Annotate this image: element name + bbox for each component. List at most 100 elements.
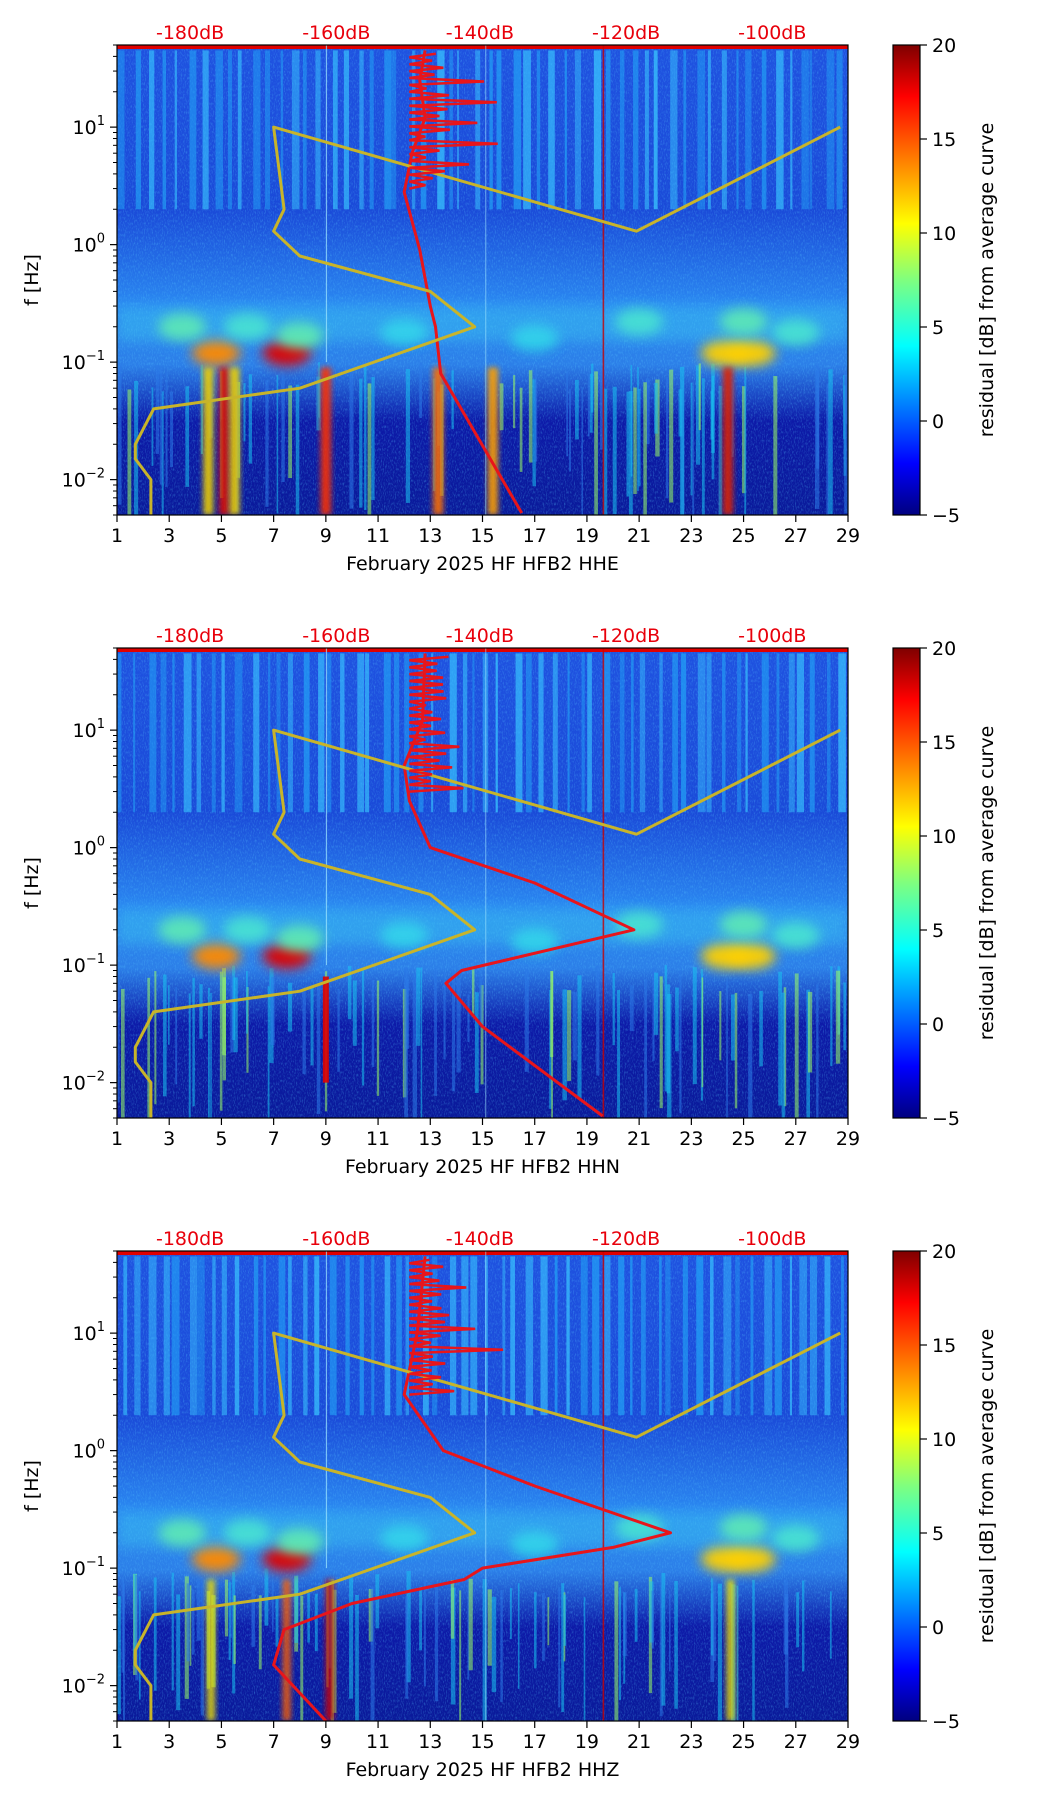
noise-streak <box>185 386 190 487</box>
x-tick-label: 11 <box>366 1128 390 1150</box>
noise-streak <box>189 1585 192 1666</box>
noise-streak <box>472 653 475 813</box>
y-tick-base: 10 <box>62 1558 86 1580</box>
noise-streak <box>172 653 175 813</box>
noise-streak <box>513 375 516 429</box>
noise-streak <box>594 371 598 515</box>
noise-streak <box>291 50 300 210</box>
x-tick-label: 21 <box>627 525 651 547</box>
event-streak <box>325 1579 334 1721</box>
noise-model-curve <box>133 125 841 515</box>
noise-streak <box>170 391 174 468</box>
db-scale-label: -120dB <box>592 1228 660 1250</box>
noise-streak <box>197 1256 205 1416</box>
x-tick-label: 17 <box>523 1128 547 1150</box>
noise-streak <box>790 50 793 210</box>
top-artifact-line <box>117 1251 848 1255</box>
x-tick-label: 7 <box>268 525 280 547</box>
noise-streak <box>230 975 234 1053</box>
noise-streak <box>211 653 216 813</box>
noise-streak <box>200 364 204 454</box>
noise-streak <box>370 1586 375 1721</box>
noise-streak <box>710 1256 714 1416</box>
noise-streak <box>554 1256 558 1416</box>
y-tick-base: 10 <box>73 117 97 139</box>
y-tick-label: 101 <box>73 114 105 139</box>
noise-streak <box>637 367 639 491</box>
colorbar <box>892 647 921 1119</box>
noise-streak <box>227 50 232 210</box>
x-axis-label: February 2025 HF HFB2 HHE <box>346 553 619 575</box>
x-tick-label: 15 <box>470 525 494 547</box>
noise-streak <box>287 982 293 1032</box>
noise-streak <box>196 653 202 813</box>
db-scale-label: -140dB <box>446 22 514 44</box>
noise-streak <box>752 1579 755 1721</box>
noise-streak <box>148 1256 157 1416</box>
noise-streak <box>420 967 423 1118</box>
event-streak <box>282 1579 291 1721</box>
noise-streak <box>603 653 611 813</box>
noise-streak <box>281 368 285 483</box>
noise-streak <box>495 653 498 813</box>
noise-streak <box>332 50 338 210</box>
y-tick-label: 100 <box>73 232 105 257</box>
noise-streak <box>623 1592 627 1657</box>
noise-streak <box>524 969 529 1072</box>
noise-streak <box>117 979 120 1103</box>
x-tick-label: 1 <box>111 525 123 547</box>
noise-streak <box>161 391 164 515</box>
noise-streak <box>228 1582 231 1661</box>
noise-streak <box>583 1597 586 1721</box>
noise-streak <box>603 388 608 515</box>
noise-streak <box>643 382 647 515</box>
noise-streak <box>123 1256 128 1416</box>
noise-streak <box>208 987 210 1118</box>
noise-streak <box>619 50 625 210</box>
noise-streak <box>219 971 223 1111</box>
noise-streak <box>701 977 704 1088</box>
noise-streak <box>459 1590 462 1721</box>
x-tick-label: 29 <box>836 1128 860 1150</box>
noise-streak <box>474 992 479 1093</box>
noise-streak <box>794 973 799 1118</box>
x-tick-label: 17 <box>523 1731 547 1753</box>
noise-streak <box>628 391 633 515</box>
spectrogram <box>117 648 848 1118</box>
noise-streak <box>450 1587 456 1705</box>
db-scale-label: -100dB <box>738 1228 806 1250</box>
y-tick-exponent: −1 <box>86 952 105 967</box>
noise-streak <box>509 1588 512 1639</box>
colorbar-tick-label: −5 <box>932 505 960 527</box>
noise-streak <box>563 1594 567 1646</box>
noise-streak <box>515 653 523 813</box>
noise-streak <box>711 375 715 480</box>
noise-streak <box>502 1256 506 1416</box>
top-artifact-line <box>117 648 848 652</box>
microseism-band <box>117 909 848 945</box>
noise-streak <box>697 653 706 813</box>
noise-streak <box>159 368 163 485</box>
noise-streak <box>843 374 845 440</box>
noise-streak <box>534 1592 537 1669</box>
colorbar-tick-label: 5 <box>932 920 944 942</box>
x-tick-label: 9 <box>320 1731 332 1753</box>
noise-streak <box>318 653 325 813</box>
y-tick-exponent: 0 <box>97 835 105 850</box>
noise-streak <box>614 1581 619 1721</box>
microseism-blob <box>192 942 241 969</box>
noise-streak <box>422 1256 429 1416</box>
noise-streak <box>365 653 370 813</box>
x-tick-label: 21 <box>627 1731 651 1753</box>
noise-streak <box>836 50 843 210</box>
event-streak <box>203 367 214 515</box>
y-tick-exponent: −2 <box>86 467 105 482</box>
y-tick-base: 10 <box>73 838 97 860</box>
noise-streak <box>419 362 422 418</box>
noise-streak <box>697 50 706 210</box>
noise-streak <box>566 370 568 457</box>
noise-streak <box>774 1256 782 1416</box>
noise-streak <box>188 993 191 1118</box>
noise-streak <box>491 1596 497 1693</box>
noise-model-curve <box>133 728 841 1118</box>
